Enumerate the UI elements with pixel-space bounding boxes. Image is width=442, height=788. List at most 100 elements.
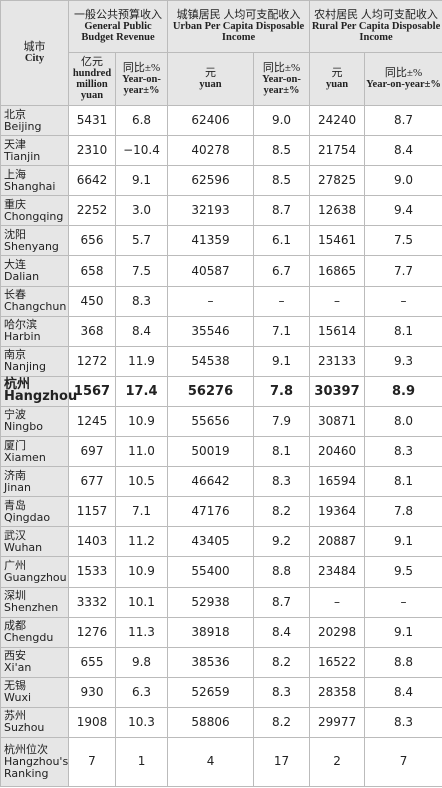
value-cell: 40278 (167, 135, 255, 167)
col-en: hundred million yuan (72, 68, 112, 101)
value-cell: – (309, 586, 366, 618)
value-cell: 1567 (68, 375, 116, 407)
value-cell: 8.1 (364, 315, 442, 347)
city-cell: 宁波 Ningbo (0, 405, 69, 438)
city-cell: 哈尔滨 Harbin (0, 315, 69, 347)
value-cell: 47176 (167, 496, 255, 528)
value-cell: 2252 (68, 195, 116, 227)
value-cell: 368 (68, 315, 116, 347)
col-en: Year-on-year±% (262, 73, 301, 96)
value-cell: 677 (68, 466, 116, 498)
table-row: 武汉 Wuhan 1403 11.2 43405 9.2 20887 9.1 (0, 526, 442, 558)
city-en: Nanjing (4, 360, 47, 374)
city-zh: 厦门 (4, 438, 26, 452)
table-row: 青岛 Qingdao 1157 7.1 47176 8.2 19364 7.8 (0, 496, 442, 528)
value-cell: 58806 (167, 706, 255, 738)
table-row: 南京 Nanjing 1272 11.9 54538 9.1 23133 9.3 (0, 345, 442, 377)
value-cell: 8.2 (253, 496, 311, 528)
group-header: 城镇居民 人均可支配收入 Urban Per Capita Disposable … (167, 0, 311, 53)
value-cell: 1908 (68, 706, 116, 738)
city-cell: 杭州位次 Hangzhou's Ranking (0, 736, 69, 787)
city-en: Qingdao (4, 510, 51, 524)
value-cell: 8.5 (253, 165, 311, 197)
value-cell: 8.5 (253, 135, 311, 167)
table-row: 无锡 Wuxi 930 6.3 52659 8.3 28358 8.4 (0, 676, 442, 708)
city-en: Wuxi (4, 691, 32, 705)
city-header-en: City (24, 53, 45, 64)
table-row: 北京 Beijing 5431 6.8 62406 9.0 24240 8.7 (0, 104, 442, 137)
value-cell: 7.8 (364, 496, 442, 528)
value-cell: 4 (167, 736, 255, 787)
value-cell: 15461 (309, 225, 366, 257)
value-cell: 21754 (309, 135, 366, 167)
value-cell: 7 (364, 736, 442, 787)
value-cell: 6.7 (253, 255, 311, 287)
group-en: Rural Per Capita Disposable Income (311, 21, 441, 43)
city-en: Harbin (4, 330, 41, 344)
city-en: Xiamen (4, 450, 46, 464)
value-cell: – (253, 285, 311, 317)
city-cell: 成都 Chengdu (0, 616, 69, 648)
value-cell: 20887 (309, 526, 366, 558)
city-cell: 北京 Beijing (0, 104, 69, 137)
value-cell: 24240 (309, 104, 366, 137)
city-en: Xi'an (4, 661, 32, 675)
value-cell: 11.2 (114, 526, 169, 558)
value-cell: 3.0 (114, 195, 169, 227)
value-cell: 35546 (167, 315, 255, 347)
col-en: Year-on-year±% (122, 73, 161, 96)
col-zh: 元 (205, 67, 217, 79)
city-en: Chengdu (4, 631, 54, 645)
group-en: General Public Budget Revenue (81, 21, 155, 43)
value-cell: – (309, 285, 366, 317)
value-cell: 55656 (167, 405, 255, 438)
city-en: Shenyang (4, 239, 59, 253)
city-en: Wuhan (4, 540, 43, 554)
city-zh: 天津 (4, 137, 26, 151)
value-cell: 2 (309, 736, 366, 787)
value-cell: 20460 (309, 436, 366, 468)
city-zh: 杭州 (4, 377, 31, 393)
col-en: Year-on-year±% (366, 79, 441, 90)
city-zh: 大连 (4, 258, 26, 272)
city-en: Jinan (4, 480, 31, 494)
value-cell: 655 (68, 646, 116, 678)
city-cell: 天津 Tianjin (0, 135, 69, 167)
value-cell: 12638 (309, 195, 366, 227)
value-cell: 8.7 (253, 195, 311, 227)
city-cell: 杭州 Hangzhou (0, 375, 77, 407)
value-cell: 8.2 (253, 646, 311, 678)
city-en: Ningbo (4, 420, 43, 434)
city-cell: 广州 Guangzhou (0, 556, 69, 588)
city-cell: 长春 Changchun (0, 285, 69, 317)
value-cell: 9.1 (253, 345, 311, 377)
city-cell: 济南 Jinan (0, 466, 69, 498)
value-cell: 54538 (167, 345, 255, 377)
value-cell: 9.0 (364, 165, 442, 197)
value-cell: 9.3 (364, 345, 442, 377)
col-header: 元 yuan (309, 52, 366, 106)
value-cell: 30871 (309, 405, 366, 438)
value-cell: 8.7 (364, 104, 442, 137)
value-cell: 8.1 (364, 466, 442, 498)
city-en: Suzhou (4, 721, 45, 735)
city-zh: 哈尔滨 (4, 318, 37, 332)
table-row: 西安 Xi'an 655 9.8 38536 8.2 16522 8.8 (0, 646, 442, 678)
value-cell: 8.4 (364, 135, 442, 167)
value-cell: 8.3 (364, 436, 442, 468)
col-zh: 同比±% (122, 61, 161, 74)
value-cell: 9.0 (253, 104, 311, 137)
value-cell: 1276 (68, 616, 116, 648)
value-cell: 2310 (68, 135, 116, 167)
value-cell: 38918 (167, 616, 255, 648)
value-cell: 930 (68, 676, 116, 708)
value-cell: – (364, 285, 442, 317)
table-row: 杭州位次 Hangzhou's Ranking 7 1 4 17 2 7 (0, 736, 442, 787)
value-cell: 1245 (68, 405, 116, 438)
col-header: 元 yuan (167, 52, 255, 106)
value-cell: 23133 (309, 345, 366, 377)
value-cell: 16594 (309, 466, 366, 498)
value-cell: 8.3 (253, 466, 311, 498)
group-zh: 农村居民 人均可支配收入 (314, 9, 438, 21)
